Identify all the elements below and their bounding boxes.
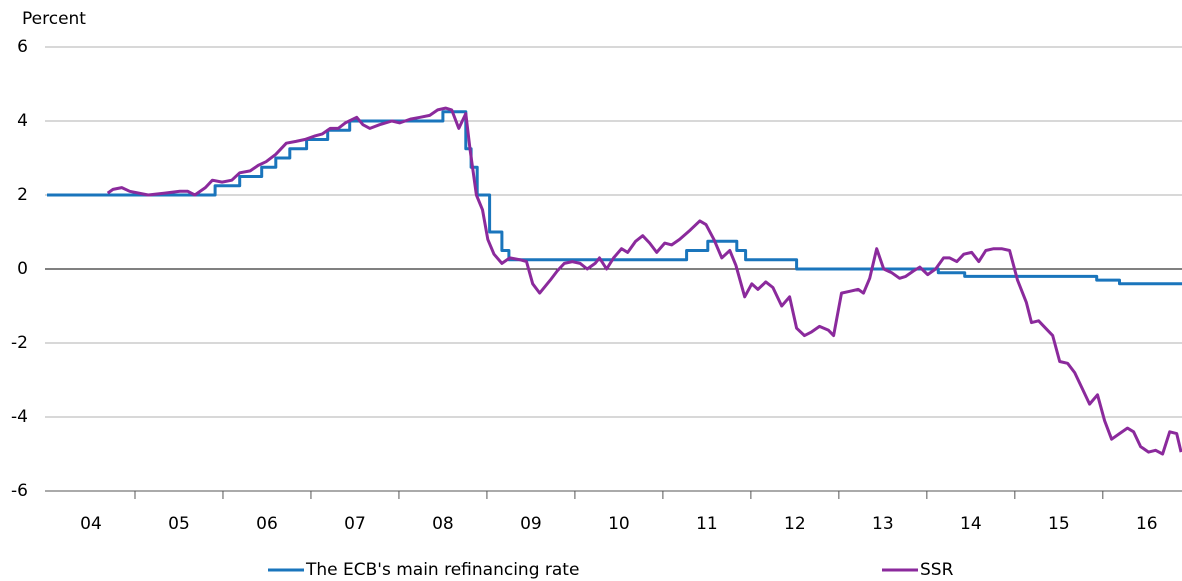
x-tick-label: 07 — [344, 514, 366, 534]
x-tick-label: 05 — [168, 514, 190, 534]
series-line — [106, 106, 1182, 456]
legend-label: The ECB's main refinancing rate — [305, 560, 579, 580]
y-tick-label: 0 — [17, 259, 28, 279]
x-tick-label: 15 — [1048, 514, 1070, 534]
y-tick-label: -2 — [11, 333, 28, 353]
y-tick-label: 4 — [17, 111, 28, 131]
y-tick-label: -4 — [11, 407, 28, 427]
x-tick-label: 10 — [608, 514, 630, 534]
y-tick-label: 2 — [17, 185, 28, 205]
x-tick-label: 12 — [784, 514, 806, 534]
y-axis-label: Percent — [22, 9, 86, 29]
x-tick-label: 11 — [696, 514, 718, 534]
x-tick-label: 04 — [80, 514, 102, 534]
x-tick-label: 06 — [256, 514, 278, 534]
y-tick-label: 6 — [17, 37, 28, 57]
x-tick-label: 09 — [520, 514, 542, 534]
x-tick-label: 14 — [960, 514, 982, 534]
x-tick-label: 13 — [872, 514, 894, 534]
y-tick-label: -6 — [11, 481, 28, 501]
x-tick-label: 08 — [432, 514, 454, 534]
x-tick-label: 16 — [1136, 514, 1158, 534]
legend-label: SSR — [920, 560, 954, 580]
